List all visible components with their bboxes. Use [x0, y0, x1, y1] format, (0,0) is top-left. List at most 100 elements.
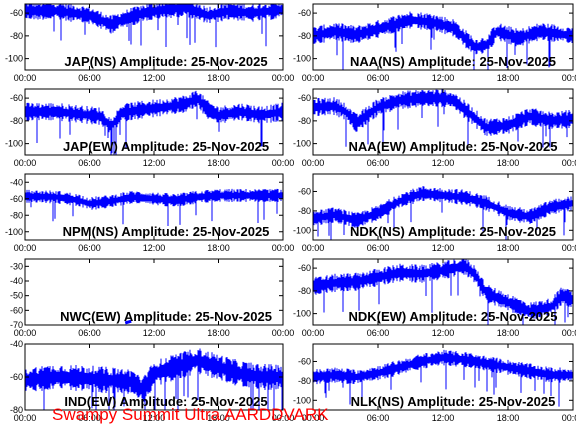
y-tick-label: -60 — [10, 8, 23, 18]
y-tick-label: -60 — [298, 263, 311, 273]
x-tick-label: 00:00 — [272, 413, 295, 423]
y-tick-label: -60 — [298, 186, 311, 196]
x-tick-label: 00:00 — [562, 73, 576, 83]
x-tick-label: 06:00 — [367, 73, 390, 83]
footer-label: Swampy Summit Ultra AARDDVARK — [52, 405, 329, 424]
y-tick-label: -40 — [10, 339, 23, 349]
chart-title: JAP(NS) Amplitude: 25-Nov-2025 — [64, 54, 267, 69]
x-tick-label: 18:00 — [207, 73, 230, 83]
y-tick-label: -100 — [5, 227, 23, 237]
x-tick-label: 18:00 — [207, 413, 230, 423]
chart-title: NAA(NS) Amplitude: 25-Nov-2025 — [350, 54, 556, 69]
x-tick-label: 18:00 — [497, 158, 520, 168]
x-tick-label: 12:00 — [143, 413, 166, 423]
y-tick-label: -40 — [10, 276, 23, 286]
x-tick-label: 18:00 — [497, 328, 520, 338]
y-tick-label: -100 — [293, 139, 311, 149]
x-tick-label: 00:00 — [272, 158, 295, 168]
series-line — [25, 348, 283, 410]
x-tick-label: 12:00 — [432, 413, 455, 423]
x-tick-label: 06:00 — [367, 328, 390, 338]
y-tick-label: -80 — [10, 405, 23, 415]
series-line — [313, 186, 573, 240]
series-line — [313, 89, 573, 148]
chart-panel-2: -60 -80 -100 00:00 06:00 12:00 18:00 00:00 NAA(N… — [293, 3, 576, 83]
chart-title: NDK(EW) Amplitude: 25-Nov-2025 — [349, 309, 558, 324]
y-tick-label: -50 — [10, 291, 23, 301]
chart-panel-6: -60 -80 -100 00:00 06:00 12:00 18:00 00:00 NDK(N… — [293, 173, 576, 253]
y-tick-label: -80 — [298, 206, 311, 216]
x-tick-label: 18:00 — [497, 243, 520, 253]
x-tick-label: 06:00 — [78, 73, 101, 83]
chart-panel-1: -60 -80 -100 00:00 06:00 12:00 18:00 00:00 JAP(N… — [5, 3, 295, 83]
x-tick-label: 00:00 — [562, 413, 576, 423]
x-tick-label: 12:00 — [432, 158, 455, 168]
x-tick-label: 00:00 — [302, 158, 325, 168]
x-tick-label: 00:00 — [302, 73, 325, 83]
x-tick-label: 00:00 — [562, 158, 576, 168]
x-tick-label: 12:00 — [143, 158, 166, 168]
y-tick-label: -80 — [10, 116, 23, 126]
series-line — [313, 259, 573, 325]
x-tick-label: 06:00 — [367, 243, 390, 253]
x-tick-label: 06:00 — [367, 413, 390, 423]
x-tick-label: 00:00 — [272, 328, 295, 338]
x-tick-label: 06:00 — [78, 243, 101, 253]
y-tick-label: -80 — [10, 210, 23, 220]
x-tick-label: 00:00 — [302, 328, 325, 338]
chart-title: IND(EW) Amplitude: 25-Nov-2025 — [64, 394, 267, 409]
x-tick-label: 00:00 — [14, 413, 37, 423]
y-tick-label: -60 — [10, 194, 23, 204]
x-tick-label: 00:00 — [302, 413, 325, 423]
chart-title: NWC(EW) Amplitude: 25-Nov-2025 — [60, 309, 272, 324]
x-tick-label: 06:00 — [78, 158, 101, 168]
series-line — [313, 349, 573, 407]
series-line — [313, 11, 573, 70]
x-tick-label: 00:00 — [14, 158, 37, 168]
x-tick-label: 12:00 — [143, 243, 166, 253]
y-tick-label: -60 — [10, 372, 23, 382]
x-tick-label: 00:00 — [302, 243, 325, 253]
y-tick-label: -80 — [298, 286, 311, 296]
x-tick-label: 00:00 — [562, 243, 576, 253]
x-tick-label: 00:00 — [272, 243, 295, 253]
chart-panel-8: -60 -80 -100 00:00 06:00 12:00 18:00 00:00 NDK(E… — [293, 258, 576, 338]
y-tick-label: -80 — [298, 116, 311, 126]
x-tick-label: 06:00 — [367, 158, 390, 168]
chart-title: NLK(NS) Amplitude: 25-Nov-2025 — [351, 394, 556, 409]
x-tick-label: 06:00 — [78, 413, 101, 423]
x-tick-label: 18:00 — [497, 73, 520, 83]
y-tick-label: -30 — [10, 261, 23, 271]
x-tick-label: 18:00 — [207, 328, 230, 338]
x-tick-label: 18:00 — [207, 243, 230, 253]
x-tick-label: 00:00 — [14, 243, 37, 253]
x-tick-label: 12:00 — [143, 328, 166, 338]
y-tick-label: -70 — [10, 320, 23, 330]
y-tick-label: -100 — [293, 225, 311, 235]
chart-panel-10: -60 -80 -100 00:00 06:00 12:00 18:00 00:00 NLK(N… — [293, 343, 576, 423]
x-tick-label: 00:00 — [562, 328, 576, 338]
chart-panel-4: -60 -80 -100 00:00 06:00 12:00 18:00 00:00 NAA(E… — [293, 88, 576, 168]
y-tick-label: -100 — [293, 309, 311, 319]
y-tick-label: -100 — [5, 139, 23, 149]
y-tick-label: -80 — [10, 31, 23, 41]
series-line — [25, 90, 283, 155]
x-tick-label: 00:00 — [272, 73, 295, 83]
chart-title: NAA(EW) Amplitude: 25-Nov-2025 — [349, 139, 558, 154]
x-tick-label: 18:00 — [497, 413, 520, 423]
x-tick-label: 12:00 — [432, 243, 455, 253]
y-tick-label: -100 — [5, 54, 23, 64]
y-tick-label: -80 — [298, 376, 311, 386]
x-tick-label: 12:00 — [143, 73, 166, 83]
y-tick-label: -60 — [10, 93, 23, 103]
x-tick-label: 12:00 — [432, 73, 455, 83]
chart-title: NPM(NS) Amplitude: 25-Nov-2025 — [63, 224, 270, 239]
x-tick-label: 00:00 — [14, 328, 37, 338]
x-tick-label: 18:00 — [207, 158, 230, 168]
chart-title: JAP(EW) Amplitude: 25-Nov-2025 — [63, 139, 269, 154]
x-tick-label: 00:00 — [14, 73, 37, 83]
